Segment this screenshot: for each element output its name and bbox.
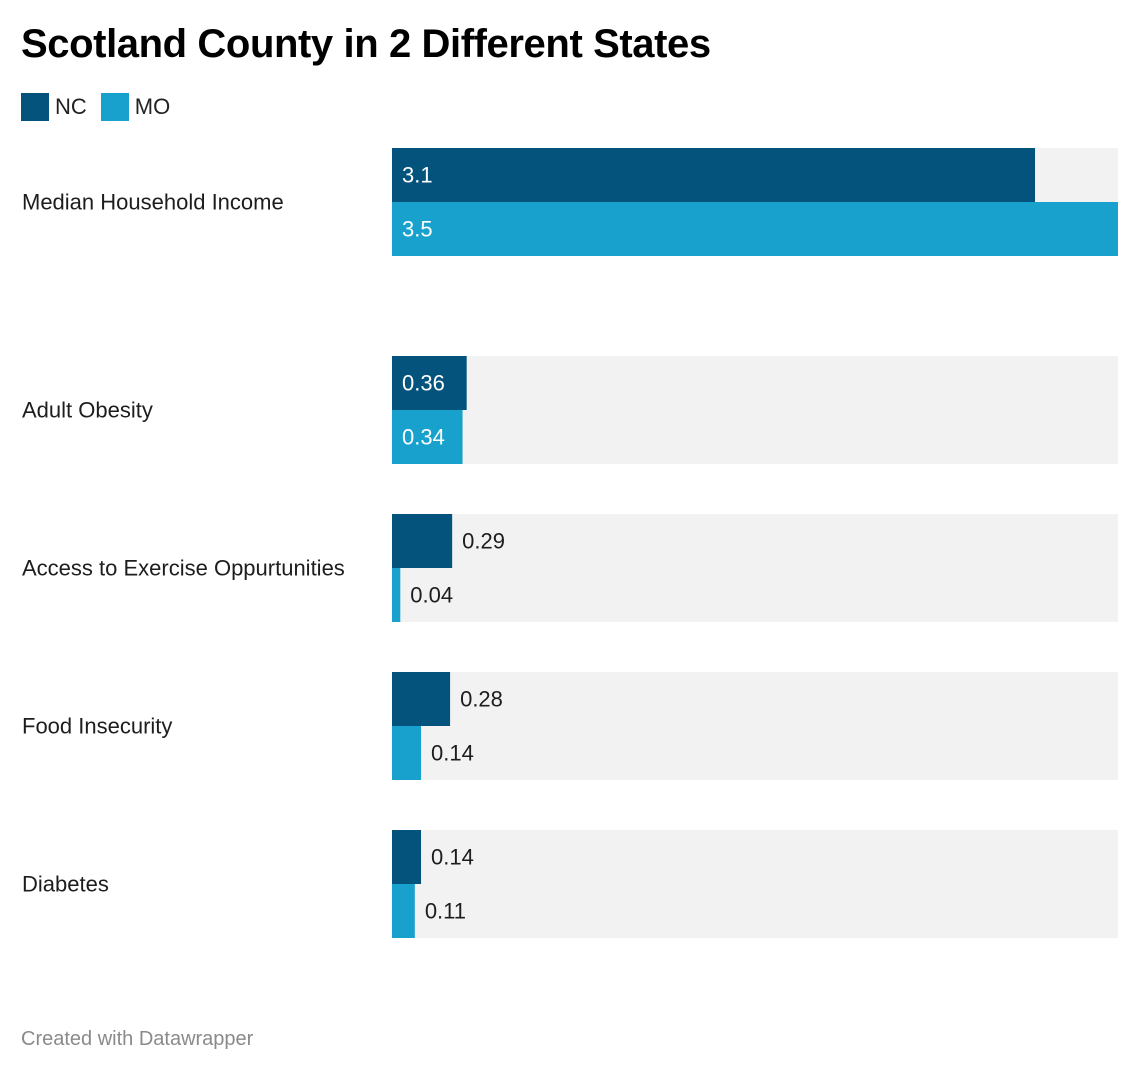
value-label-nc-median-household-income: 3.1 — [402, 163, 433, 188]
value-label-nc-access-to-exercise-oppurtunities: 0.29 — [462, 529, 505, 554]
bar-background-adult-obesity — [392, 356, 1118, 464]
legend-swatch-mo — [100, 93, 129, 121]
legend-item-mo: MO — [100, 93, 171, 121]
bar-background-access-to-exercise-oppurtunities — [392, 514, 1118, 622]
footer-credit: Created with Datawrapper — [21, 1028, 254, 1050]
value-label-mo-adult-obesity: 0.34 — [402, 425, 445, 450]
bar-mo-diabetes — [392, 884, 415, 938]
legend: NC MO — [21, 92, 184, 122]
legend-label-nc: NC — [55, 94, 87, 119]
chart-title: Scotland County in 2 Different States — [21, 22, 711, 66]
bar-mo-food-insecurity — [392, 726, 422, 780]
bar-mo-adult-obesity — [392, 410, 463, 464]
category-label-adult-obesity: Adult Obesity — [22, 398, 153, 423]
bar-background-food-insecurity — [392, 672, 1118, 780]
legend-label-mo: MO — [134, 94, 171, 119]
value-label-nc-diabetes: 0.14 — [431, 845, 474, 870]
bar-mo-access-to-exercise-oppurtunities — [392, 568, 401, 622]
value-label-mo-median-household-income: 3.5 — [402, 217, 433, 242]
value-label-nc-food-insecurity: 0.28 — [460, 687, 503, 712]
value-label-mo-food-insecurity: 0.14 — [431, 741, 474, 766]
category-label-diabetes: Diabetes — [22, 872, 109, 897]
legend-swatch-nc — [21, 93, 49, 121]
bar-background-diabetes — [392, 830, 1118, 938]
bar-chart: Median Household Income 3.1 3.5 Adult Obesi… — [22, 148, 1118, 938]
value-label-mo-access-to-exercise-oppurtunities: 0.04 — [410, 583, 453, 608]
bar-mo-median-household-income — [392, 202, 1118, 256]
category-label-food-insecurity: Food Insecurity — [22, 714, 172, 739]
bar-nc-adult-obesity — [392, 356, 467, 410]
bar-nc-diabetes — [392, 830, 422, 884]
bar-nc-food-insecurity — [392, 672, 451, 726]
category-label-median-household-income: Median Household Income — [22, 190, 284, 215]
bar-nc-median-household-income — [392, 148, 1036, 202]
legend-item-nc: NC — [21, 93, 87, 121]
category-label-access-to-exercise-oppurtunities: Access to Exercise Oppurtunities — [22, 556, 345, 581]
value-label-mo-diabetes: 0.11 — [425, 899, 466, 924]
value-label-nc-adult-obesity: 0.36 — [402, 371, 445, 396]
bar-nc-access-to-exercise-oppurtunities — [392, 514, 453, 568]
